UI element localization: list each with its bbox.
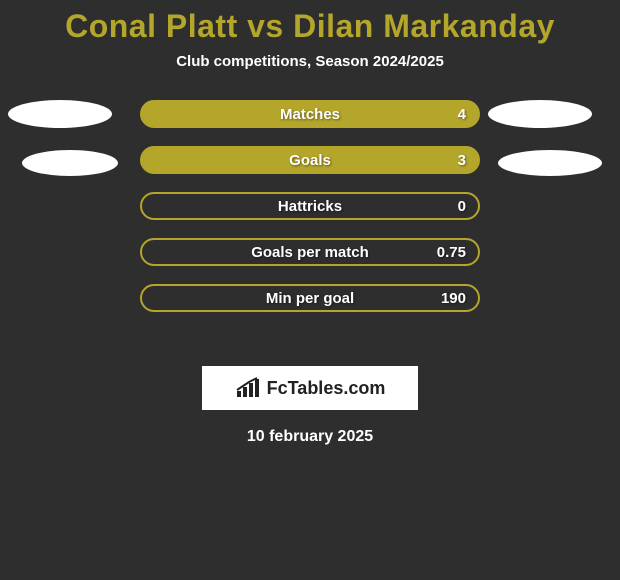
stat-value: 3 xyxy=(458,152,466,169)
subtitle: Club competitions, Season 2024/2025 xyxy=(0,53,620,70)
stat-value: 190 xyxy=(441,290,466,307)
brand-logo-text: FcTables.com xyxy=(267,378,386,399)
stat-row: Hattricks 0 xyxy=(140,192,480,220)
stat-label: Hattricks xyxy=(278,198,342,215)
stat-value: 0 xyxy=(458,198,466,215)
stat-value: 4 xyxy=(458,106,466,123)
stat-row: Matches 4 xyxy=(140,100,480,128)
chart-icon xyxy=(235,377,261,399)
stat-value: 0.75 xyxy=(437,244,466,261)
stat-label: Goals per match xyxy=(251,244,369,261)
date-text: 10 february 2025 xyxy=(0,428,620,446)
player-photo-placeholder xyxy=(498,150,602,176)
stats-area: Matches 4 Goals 3 Hattricks 0 Goals per match 0… xyxy=(0,100,620,340)
stat-row: Min per goal 190 xyxy=(140,284,480,312)
stat-rows: Matches 4 Goals 3 Hattricks 0 Goals per match 0… xyxy=(140,100,480,312)
brand-logo: FcTables.com xyxy=(202,366,418,410)
player-photo-placeholder xyxy=(8,100,112,128)
stat-row: Goals per match 0.75 xyxy=(140,238,480,266)
stat-label: Matches xyxy=(280,106,340,123)
player-photo-placeholder xyxy=(22,150,118,176)
player-photo-placeholder xyxy=(488,100,592,128)
page-title: Conal Platt vs Dilan Markanday xyxy=(0,0,620,45)
comparison-infographic: Conal Platt vs Dilan Markanday Club comp… xyxy=(0,0,620,580)
stat-label: Min per goal xyxy=(266,290,354,307)
stat-label: Goals xyxy=(289,152,331,169)
stat-row: Goals 3 xyxy=(140,146,480,174)
